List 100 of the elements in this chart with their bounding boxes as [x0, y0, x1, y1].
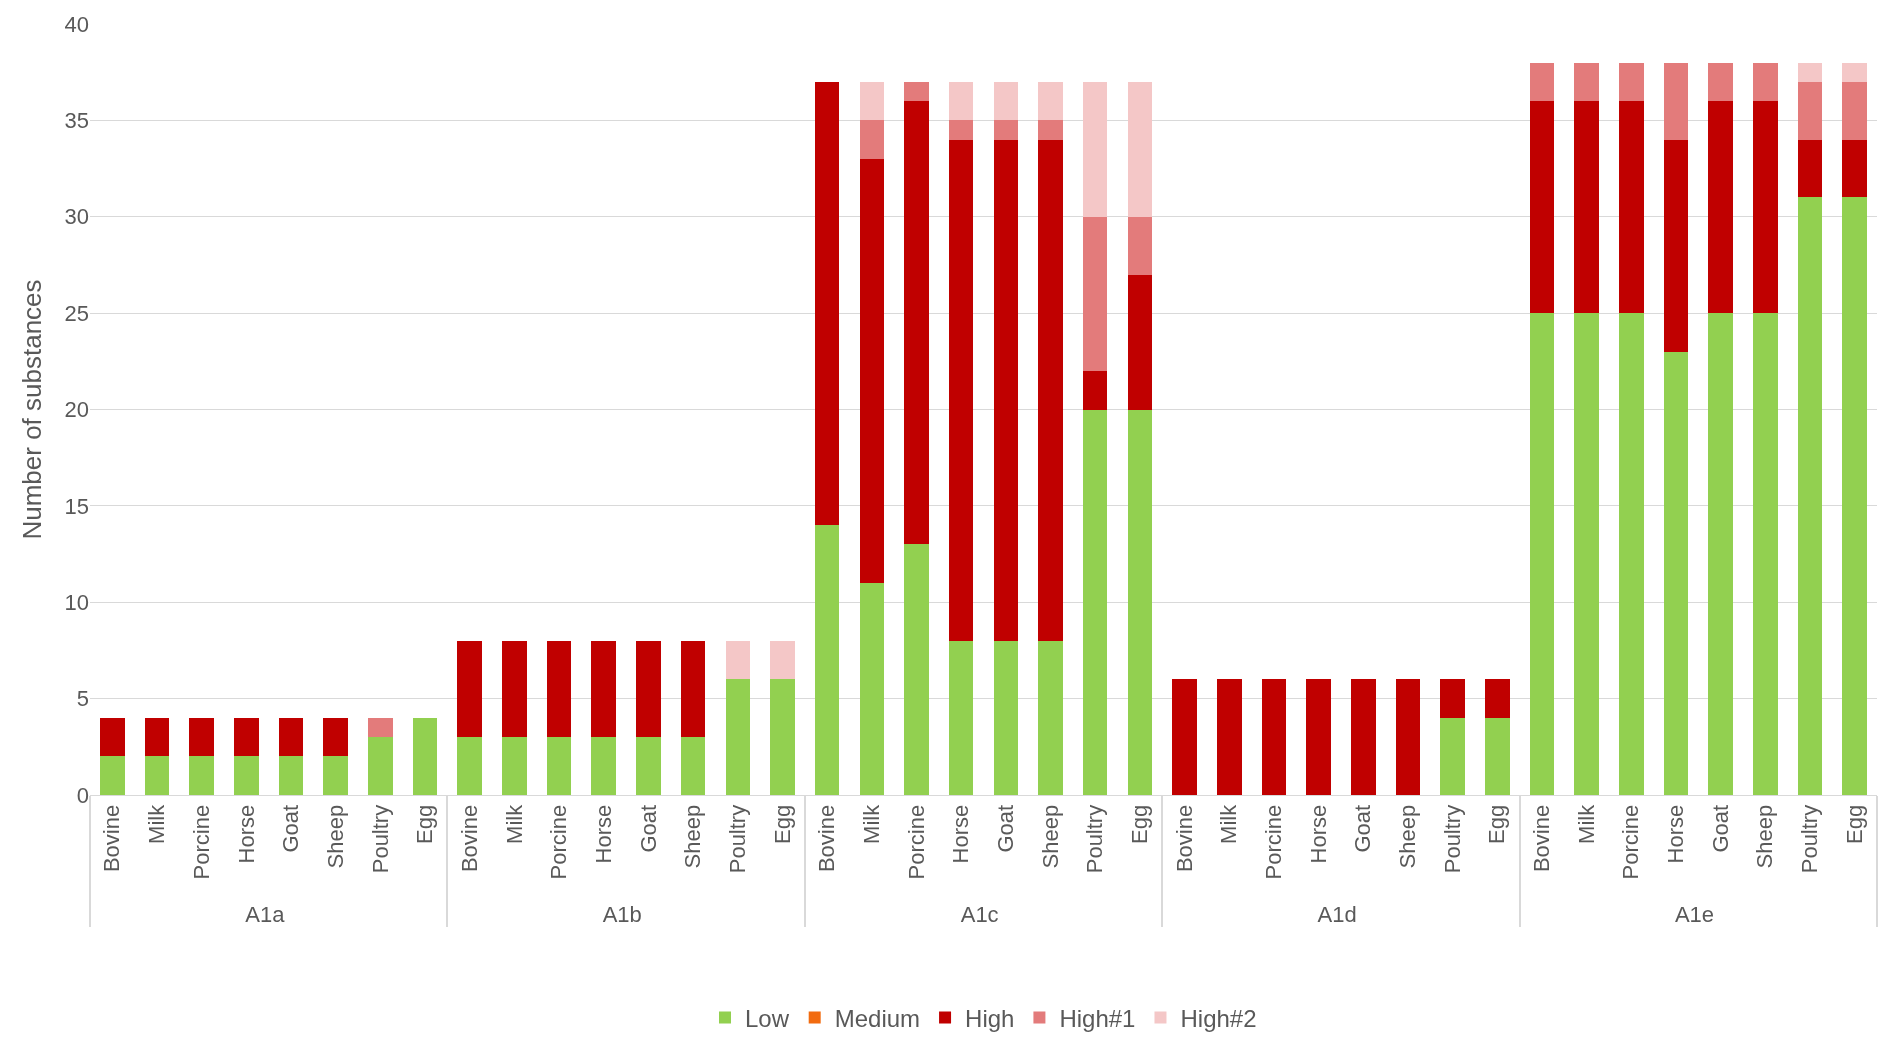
bar	[1753, 313, 1778, 795]
y-axis-title: Number of substances	[16, 279, 47, 540]
bar	[680, 640, 706, 738]
bar	[502, 737, 527, 795]
x-tick-label: Porcine	[546, 804, 572, 880]
bar	[100, 756, 125, 795]
bar	[993, 139, 1019, 641]
x-tick-label: Sheep	[1752, 804, 1778, 869]
bar	[1842, 81, 1867, 140]
bar	[1574, 313, 1599, 795]
x-tick-label: Sheep	[322, 804, 348, 869]
bar	[1127, 409, 1153, 795]
text: A1d	[1317, 901, 1357, 927]
bar	[993, 81, 1019, 121]
x-tick-label: Bovine	[99, 804, 125, 873]
bar	[1350, 679, 1376, 795]
bar	[1038, 120, 1063, 140]
bar	[1842, 139, 1867, 198]
bar	[1261, 679, 1287, 795]
x-tick-label: Poultry	[1082, 804, 1108, 874]
bar	[1619, 62, 1644, 102]
x-tick-label: Horse	[1305, 804, 1331, 864]
x-tick-label: Porcine	[1261, 804, 1287, 880]
bar	[814, 525, 840, 795]
legend-label: Low	[745, 1004, 790, 1032]
bar	[457, 640, 483, 738]
y-tick-label: 25	[64, 300, 89, 326]
bar	[323, 756, 348, 795]
bar	[1753, 62, 1778, 102]
bar	[859, 582, 885, 795]
bar	[1529, 101, 1555, 314]
bar	[859, 81, 885, 121]
legend-label: Medium	[834, 1004, 921, 1032]
bar	[1842, 197, 1867, 795]
x-tick-label: Porcine	[903, 804, 929, 880]
bar	[904, 544, 929, 795]
x-tick-label: Sheep	[680, 804, 706, 869]
y-tick-label: 0	[76, 782, 89, 808]
y-tick-label: 30	[64, 204, 89, 230]
bar	[1529, 313, 1555, 795]
x-tick-label: Milk	[1573, 803, 1599, 844]
bar	[368, 717, 393, 738]
x-tick-label: Sheep	[1395, 804, 1421, 869]
x-tick-label: Egg	[1127, 804, 1153, 844]
x-tick-label: Sheep	[1037, 804, 1063, 869]
bar	[368, 737, 393, 795]
bar	[1395, 679, 1421, 795]
x-tick-label: Goat	[278, 804, 304, 853]
bar	[948, 81, 974, 121]
bar	[636, 737, 661, 795]
bar	[948, 640, 974, 795]
bar	[278, 756, 304, 795]
y-tick-label: 35	[64, 108, 89, 134]
bar	[278, 717, 304, 757]
bar	[1529, 62, 1555, 102]
x-tick-label: Milk	[858, 803, 884, 844]
bar	[1127, 81, 1153, 217]
y-tick-label: 10	[64, 589, 89, 615]
bar	[1082, 409, 1108, 795]
bar	[636, 640, 661, 738]
bar	[1127, 274, 1153, 410]
x-tick-label: Porcine	[188, 804, 214, 880]
x-tick-label: Milk	[501, 803, 527, 844]
bar	[1440, 717, 1465, 795]
x-tick-label: Bovine	[1529, 804, 1555, 873]
bar	[1216, 679, 1242, 795]
bar	[770, 640, 795, 680]
bar	[1619, 101, 1644, 314]
bar	[591, 640, 617, 738]
bar	[725, 679, 751, 795]
bar	[1797, 139, 1823, 198]
bar	[1663, 139, 1689, 352]
bar	[1082, 81, 1108, 217]
bar	[1708, 313, 1733, 795]
y-tick-label: 40	[64, 11, 89, 37]
bar	[412, 717, 438, 795]
bar	[100, 717, 125, 757]
bar	[904, 81, 929, 102]
bar	[1127, 216, 1153, 275]
bar	[1440, 679, 1465, 718]
bar	[859, 120, 885, 159]
x-tick-label: Milk	[144, 803, 170, 844]
bar	[1484, 717, 1510, 795]
x-tick-label: Egg	[769, 804, 795, 844]
x-tick-label: Goat	[1350, 804, 1376, 853]
bar	[993, 640, 1019, 795]
x-tick-label: Goat	[635, 804, 661, 853]
bar	[234, 717, 259, 757]
text: A1b	[602, 901, 642, 927]
bar	[1797, 197, 1823, 795]
bar	[1797, 62, 1823, 82]
x-tick-label: Poultry	[367, 804, 393, 874]
bar	[546, 640, 572, 738]
bar	[546, 737, 572, 795]
y-tick-label: 5	[76, 686, 89, 712]
bar	[1038, 139, 1063, 641]
x-tick-label: Horse	[948, 804, 974, 864]
bar	[1663, 351, 1689, 795]
bar	[323, 717, 348, 757]
bar	[1172, 679, 1197, 795]
